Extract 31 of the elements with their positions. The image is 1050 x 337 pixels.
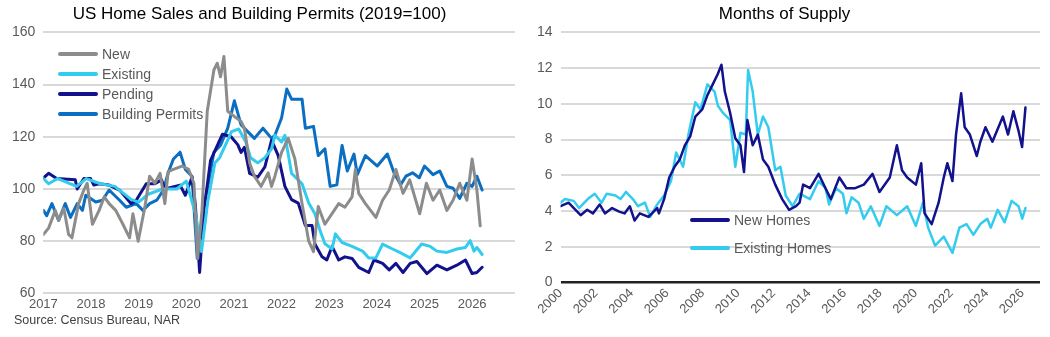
y-tick-label: 140 <box>12 75 36 92</box>
chart-title: Months of Supply <box>718 3 851 23</box>
x-tick-label: 2018 <box>76 295 106 311</box>
y-tick-label: 0 <box>544 273 553 290</box>
y-tick-label: 100 <box>12 179 36 196</box>
legend-label: New <box>102 45 131 64</box>
y-tick-label: 80 <box>19 232 36 249</box>
y-tick-label: 2 <box>544 237 553 254</box>
legend-label: Existing <box>102 65 152 84</box>
y-tick-label: 120 <box>12 127 36 144</box>
legend-label: Existing Homes <box>734 239 832 258</box>
x-tick-label: 2023 <box>314 295 344 311</box>
legend-label: Pending <box>102 85 154 104</box>
y-tick-label: 8 <box>544 130 553 147</box>
y-tick-label: 160 <box>12 23 36 40</box>
y-tick-label: 14 <box>536 23 553 40</box>
x-tick-label: 2026 <box>457 295 487 311</box>
source-note: Source: Census Bureau, NAR <box>14 313 181 327</box>
y-tick-label: 6 <box>544 166 553 183</box>
x-tick-label: 2019 <box>124 295 154 311</box>
chart-title: US Home Sales and Building Permits (2019=100) <box>72 3 447 23</box>
y-tick-label: 12 <box>536 58 553 75</box>
y-tick-label: 10 <box>536 94 553 111</box>
x-tick-label: 2021 <box>219 295 249 311</box>
x-tick-label: 2024 <box>362 295 392 311</box>
legend-label: New Homes <box>734 211 811 230</box>
x-tick-label: 2020 <box>171 295 201 311</box>
x-tick-label: 2022 <box>267 295 297 311</box>
legend-label: Building Permits <box>102 105 204 124</box>
y-tick-label: 4 <box>544 201 553 218</box>
x-tick-label: 2025 <box>410 295 439 311</box>
